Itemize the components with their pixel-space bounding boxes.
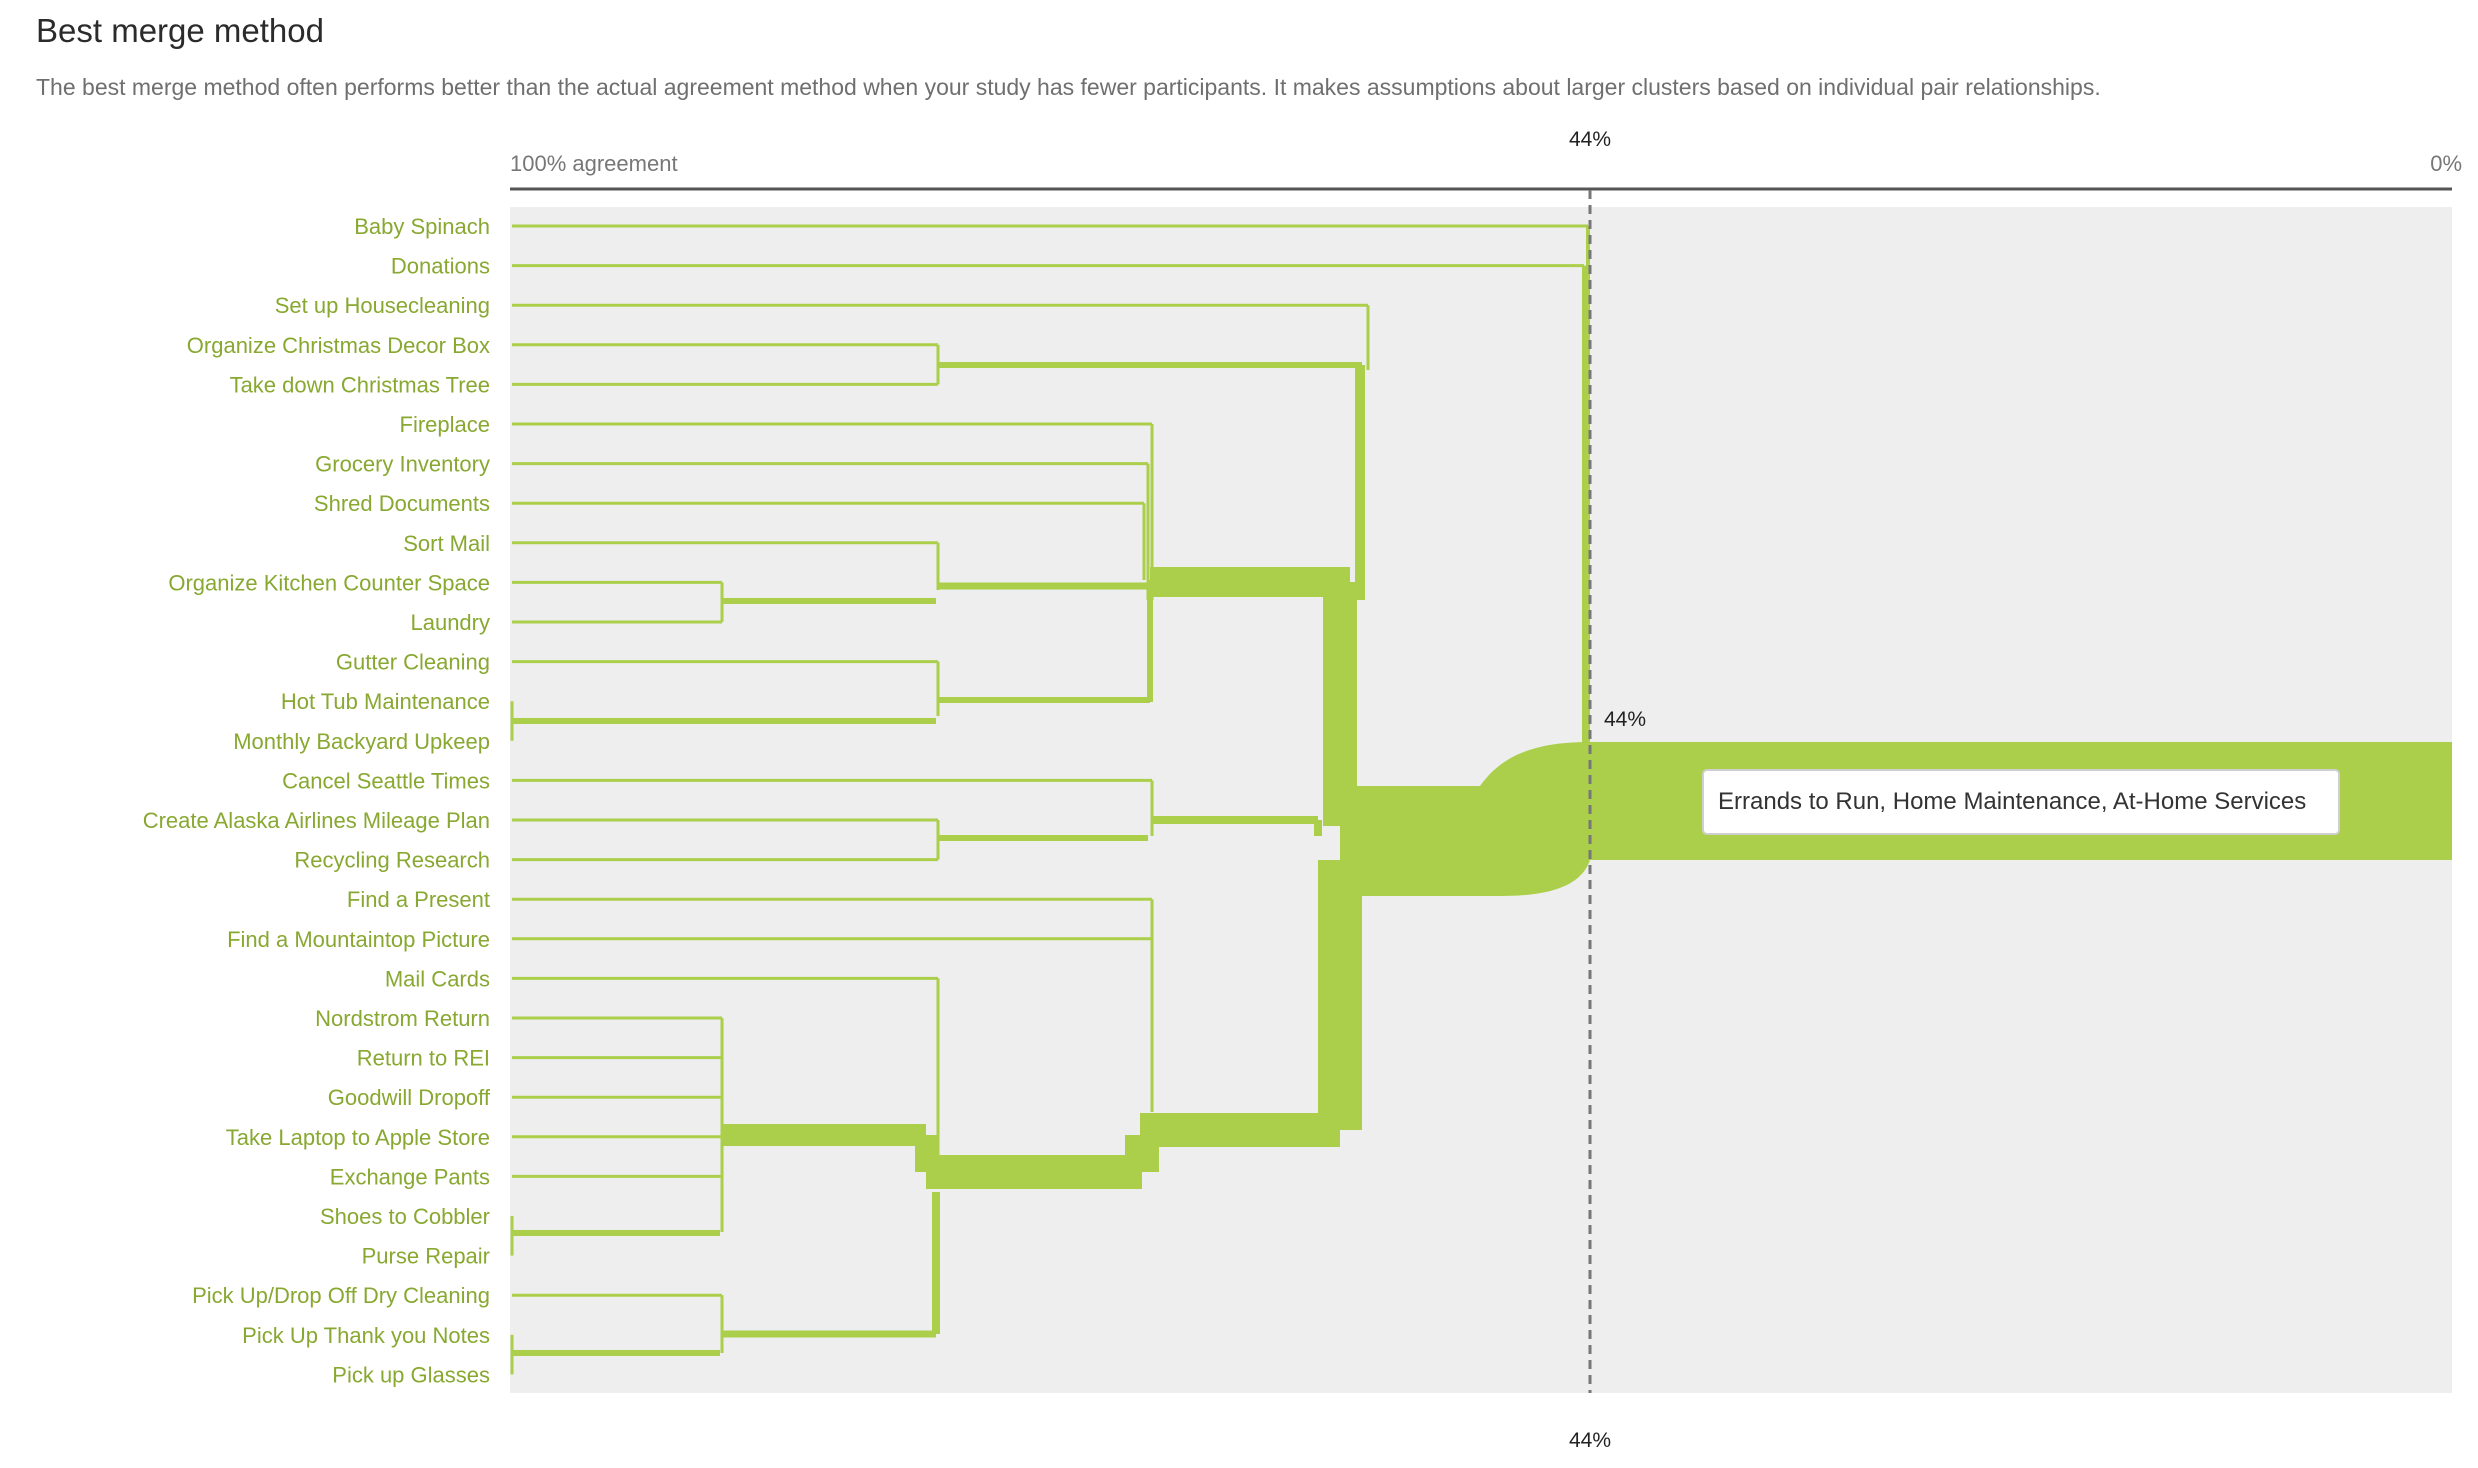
leaf-label: Shred Documents	[314, 491, 490, 516]
dendrogram-branches	[510, 224, 1590, 1375]
cutoff-bottom-label: 44%	[1569, 1429, 1611, 1452]
page-title: Best merge method	[36, 12, 324, 49]
leaf-label: Monthly Backyard Upkeep	[233, 729, 490, 754]
leaf-label: Goodwill Dropoff	[328, 1085, 491, 1110]
leaf-label: Sort Mail	[403, 531, 490, 556]
leaf-label: Return to REI	[357, 1046, 490, 1071]
cluster-tooltip-text: Errands to Run, Home Maintenance, At-Hom…	[1718, 788, 2306, 815]
leaf-label: Pick Up/Drop Off Dry Cleaning	[192, 1283, 490, 1308]
leaf-label: Create Alaska Airlines Mileage Plan	[143, 808, 490, 833]
axis-left-label: 100% agreement	[510, 151, 678, 176]
leaf-label: Cancel Seattle Times	[282, 768, 490, 793]
leaf-label: Exchange Pants	[330, 1164, 490, 1189]
leaf-label: Take down Christmas Tree	[230, 372, 490, 397]
axis-right-label: 0%	[2430, 151, 2462, 176]
leaf-label: Laundry	[410, 610, 490, 635]
leaf-label: Hot Tub Maintenance	[281, 689, 490, 714]
leaf-label: Fireplace	[400, 412, 490, 437]
leaf-label: Find a Mountaintop Picture	[227, 927, 490, 952]
leaf-label: Recycling Research	[294, 848, 490, 873]
root-merge	[1340, 742, 1590, 896]
leaf-label: Organize Kitchen Counter Space	[168, 570, 490, 595]
leaf-label: Grocery Inventory	[315, 452, 490, 477]
cutoff-top-label: 44%	[1569, 128, 1611, 151]
leaf-label: Set up Housecleaning	[275, 293, 490, 318]
cutoff-middle-label: 44%	[1604, 708, 1646, 731]
leaf-label: Shoes to Cobbler	[320, 1204, 490, 1229]
leaf-label: Gutter Cleaning	[336, 650, 490, 675]
leaf-label: Mail Cards	[385, 966, 490, 991]
leaf-label: Organize Christmas Decor Box	[187, 333, 490, 358]
leaf-label: Baby Spinach	[354, 214, 490, 239]
leaf-label: Nordstrom Return	[315, 1006, 490, 1031]
leaf-label: Purse Repair	[362, 1244, 490, 1269]
leaf-label: Pick up Glasses	[332, 1362, 490, 1387]
method-description: The best merge method often performs bet…	[36, 74, 2101, 100]
leaf-label: Donations	[391, 254, 490, 279]
leaf-label: Pick Up Thank you Notes	[242, 1323, 490, 1348]
leaf-label: Find a Present	[347, 887, 490, 912]
cluster-tooltip	[1702, 769, 2340, 835]
leaf-label: Take Laptop to Apple Store	[226, 1125, 490, 1150]
